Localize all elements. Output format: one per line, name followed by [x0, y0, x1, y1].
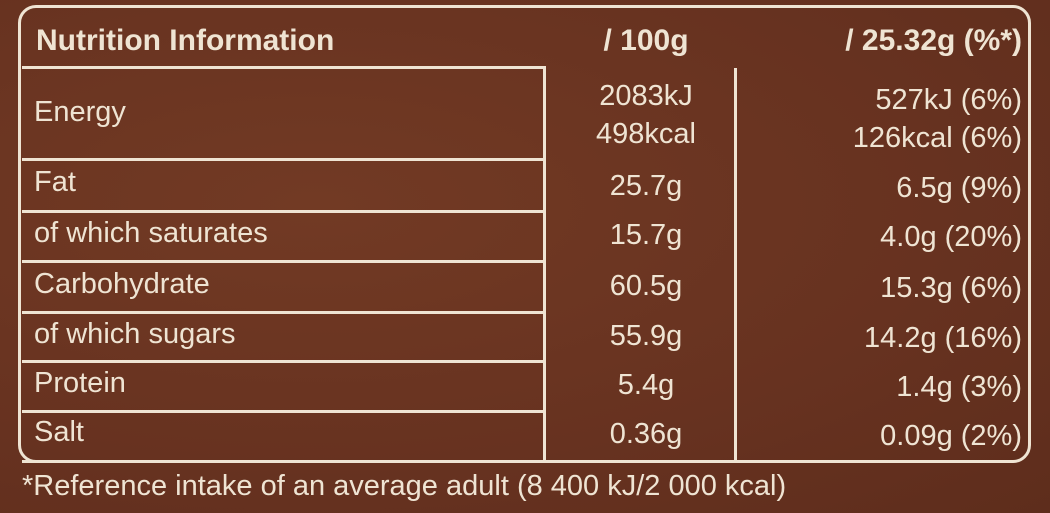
row-label: of which sugars	[34, 318, 236, 350]
value-per-portion: 6.5g (9%)	[896, 172, 1022, 204]
value-per-100g: 60.5g	[609, 270, 683, 302]
value-per-portion: 4.0g (20%)	[880, 221, 1022, 253]
table-title: Nutrition Information	[36, 24, 335, 57]
row-box-fat	[22, 158, 546, 213]
value-per-portion: 1.4g (3%)	[896, 371, 1022, 403]
row-label: of which saturates	[34, 217, 268, 249]
value-per-portion: 0.09g (2%)	[880, 420, 1022, 452]
value-per-100g: 2083kJ	[599, 80, 693, 112]
value-per-100g: 0.36g	[609, 418, 683, 450]
row-label: Salt	[34, 416, 84, 448]
column-header-per-portion: / 25.32g (%*)	[845, 24, 1022, 57]
row-label: Energy	[34, 96, 126, 128]
value-per-portion: 126kcal (6%)	[852, 122, 1022, 154]
row-label: Fat	[34, 166, 76, 198]
value-per-portion: 14.2g (16%)	[864, 322, 1022, 354]
row-box-salt	[22, 410, 546, 463]
column-header-per-100g: / 100g	[603, 24, 689, 57]
row-label: Carbohydrate	[34, 268, 210, 300]
value-per-100g: 498kcal	[596, 118, 696, 150]
value-per-portion: 527kJ (6%)	[875, 84, 1022, 116]
value-per-100g: 5.4g	[617, 369, 675, 401]
value-per-portion: 15.3g (6%)	[880, 272, 1022, 304]
column-divider	[734, 68, 737, 462]
value-per-100g: 25.7g	[609, 170, 683, 202]
value-per-100g: 15.7g	[609, 219, 683, 251]
value-per-100g: 55.9g	[609, 320, 683, 352]
footnote: *Reference intake of an average adult (8…	[22, 470, 787, 502]
row-label: Protein	[34, 367, 126, 399]
